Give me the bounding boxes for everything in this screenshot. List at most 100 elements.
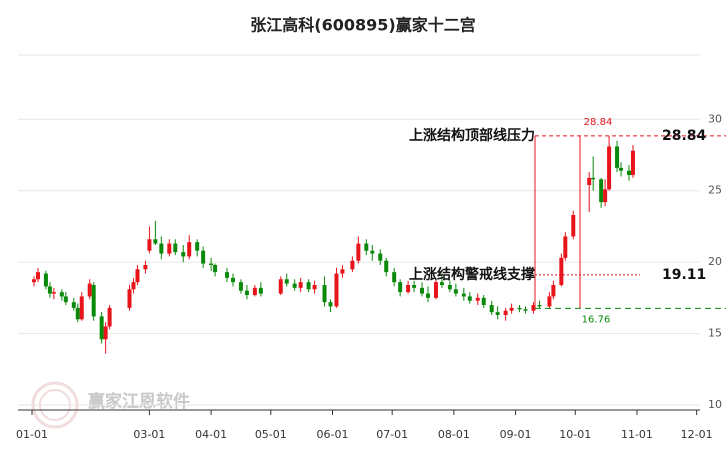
candle bbox=[209, 257, 214, 271]
candle bbox=[75, 303, 80, 323]
low-value: 16.76 bbox=[582, 314, 611, 325]
candle bbox=[619, 162, 624, 177]
candle-body bbox=[167, 243, 172, 254]
candle-body bbox=[509, 307, 514, 311]
candle-body bbox=[59, 292, 64, 297]
candle bbox=[238, 279, 243, 294]
candle-body bbox=[599, 179, 604, 203]
x-tick-label: 08-01 bbox=[438, 428, 470, 441]
candle-body bbox=[467, 296, 472, 301]
candle-body bbox=[328, 302, 333, 307]
candle bbox=[426, 286, 431, 303]
candle bbox=[159, 236, 164, 260]
x-tick-label: 10-01 bbox=[559, 428, 591, 441]
candle-body bbox=[392, 272, 397, 283]
support-value: 19.11 bbox=[662, 267, 706, 283]
x-tick-label: 04-01 bbox=[195, 428, 227, 441]
candle-body bbox=[531, 305, 536, 311]
resistance-value: 28.84 bbox=[662, 128, 707, 144]
high-value: 28.84 bbox=[584, 117, 613, 128]
candle bbox=[350, 256, 355, 273]
candle-body bbox=[563, 236, 568, 258]
candle-body bbox=[103, 326, 108, 340]
candle bbox=[489, 300, 494, 315]
candle bbox=[278, 276, 283, 295]
candle-body bbox=[630, 150, 635, 175]
candle bbox=[51, 287, 56, 300]
candle bbox=[173, 239, 178, 255]
candle bbox=[406, 280, 411, 294]
candle-body bbox=[159, 243, 164, 254]
x-tick-label: 01-01 bbox=[16, 428, 48, 441]
candle-body bbox=[107, 307, 112, 327]
candle-body bbox=[475, 297, 480, 301]
candle bbox=[439, 273, 444, 288]
candle-body bbox=[447, 285, 452, 290]
candle bbox=[433, 277, 438, 300]
candle bbox=[453, 283, 458, 297]
candle-body bbox=[213, 265, 218, 273]
candle bbox=[312, 280, 317, 294]
support-label: 上涨结构警戒线支撑 bbox=[409, 266, 535, 283]
candle-body bbox=[503, 310, 508, 315]
candle-body bbox=[591, 177, 596, 180]
candle-body bbox=[131, 282, 136, 290]
candle bbox=[31, 276, 36, 287]
candle-body bbox=[551, 285, 556, 297]
candle bbox=[559, 253, 564, 287]
candle bbox=[509, 303, 514, 314]
candle bbox=[392, 267, 397, 287]
candle-body bbox=[340, 269, 345, 274]
x-tick-label: 05-01 bbox=[255, 428, 287, 441]
candle-body bbox=[230, 277, 235, 283]
candle bbox=[481, 295, 486, 308]
candle bbox=[79, 292, 84, 321]
candle bbox=[107, 305, 112, 330]
candle-body bbox=[495, 312, 500, 315]
candle-body bbox=[43, 273, 48, 287]
candle bbox=[99, 312, 104, 344]
candle bbox=[615, 140, 620, 173]
candle-body bbox=[153, 239, 158, 244]
candle bbox=[91, 282, 96, 321]
candle bbox=[517, 305, 522, 313]
candle-body bbox=[412, 285, 417, 288]
candle bbox=[47, 282, 52, 298]
candle-body bbox=[258, 287, 263, 294]
candle bbox=[59, 289, 64, 301]
candle-body bbox=[51, 292, 56, 294]
candle bbox=[147, 226, 152, 254]
candle-body bbox=[135, 269, 140, 283]
candle-body bbox=[252, 287, 257, 295]
candle bbox=[153, 220, 158, 245]
candle-body bbox=[147, 239, 152, 251]
candle bbox=[475, 293, 480, 305]
candle bbox=[523, 306, 528, 314]
y-tick-label: 10 bbox=[708, 398, 722, 411]
x-tick-label: 11-01 bbox=[621, 428, 653, 441]
candle-body bbox=[87, 283, 92, 297]
candle-body bbox=[364, 243, 369, 251]
candle-body bbox=[489, 305, 494, 313]
candle bbox=[607, 135, 612, 191]
candle bbox=[230, 273, 235, 287]
y-tick-label: 25 bbox=[708, 184, 722, 197]
candle bbox=[244, 285, 249, 300]
candle bbox=[225, 267, 230, 283]
candle-body bbox=[378, 253, 383, 261]
candle-body bbox=[91, 285, 96, 317]
candle-body bbox=[439, 282, 444, 285]
y-tick-label: 30 bbox=[708, 112, 722, 125]
candle bbox=[187, 235, 192, 260]
candle bbox=[627, 165, 631, 181]
candle bbox=[35, 267, 40, 283]
candle bbox=[551, 280, 556, 300]
candle-body bbox=[334, 273, 339, 307]
candle-body bbox=[615, 146, 620, 168]
candle-body bbox=[284, 279, 289, 284]
candle-body bbox=[523, 309, 528, 311]
candle bbox=[127, 285, 132, 311]
candle-body bbox=[278, 279, 283, 294]
candle bbox=[447, 280, 452, 293]
candle bbox=[292, 279, 297, 291]
